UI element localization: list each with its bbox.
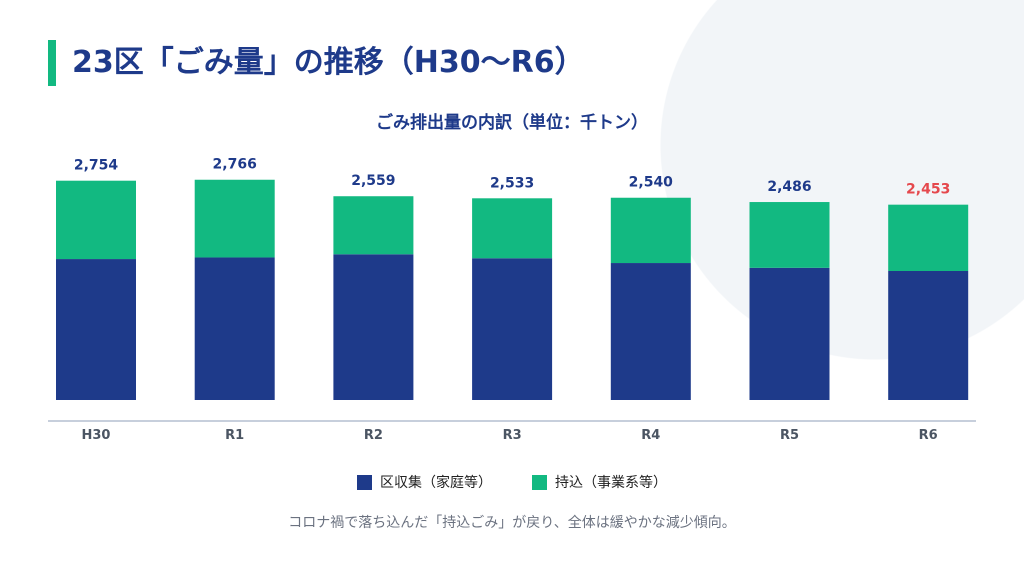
x-tick-label: R1: [225, 428, 244, 443]
legend-item-collected: 区収集（家庭等）: [357, 472, 492, 492]
legend-swatch-collected: [357, 474, 372, 490]
bar-collected: [194, 257, 275, 400]
bar-brought-in: [749, 202, 830, 268]
total-label: 2,559: [351, 173, 395, 189]
chart-title: ごみ排出量の内訳（単位：千トン）: [376, 113, 648, 133]
bar-collected: [472, 258, 553, 400]
total-label: 2,453: [906, 182, 950, 198]
bar-collected: [610, 263, 691, 400]
total-label: 2,766: [213, 157, 257, 173]
legend-item-brought-in: 持込（事業系等）: [532, 472, 667, 492]
legend-label: 持込（事業系等）: [555, 475, 667, 491]
x-tick-label: H30: [82, 428, 111, 443]
total-label: 2,540: [629, 175, 674, 191]
x-tick-label: R2: [364, 428, 383, 443]
bar-brought-in: [194, 179, 275, 258]
bar-brought-in: [888, 204, 969, 271]
total-label: 2,754: [74, 158, 119, 174]
x-tick-label: R5: [780, 428, 799, 443]
legend: 区収集（家庭等） 持込（事業系等）: [0, 472, 1024, 492]
total-label: 2,486: [767, 179, 811, 195]
bar-brought-in: [472, 198, 553, 259]
bar-collected: [749, 267, 830, 400]
bar-collected: [56, 259, 136, 400]
legend-swatch-brought-in: [532, 474, 547, 490]
page-title: 23区「ごみ量」の推移（H30〜R6）: [72, 45, 585, 80]
total-label: 2,533: [490, 175, 534, 191]
footnote: コロナ禍で落ち込んだ「持込ごみ」が戻り、全体は緩やかな減少傾向。: [288, 515, 736, 531]
bar-collected: [888, 271, 969, 400]
bar-collected: [333, 254, 414, 400]
bar-brought-in: [56, 180, 136, 260]
x-tick-label: R6: [919, 428, 938, 443]
bar-brought-in: [610, 197, 691, 264]
legend-label: 区収集（家庭等）: [380, 475, 492, 491]
x-tick-label: R4: [641, 428, 660, 443]
title-accent-bar: [48, 40, 56, 86]
x-tick-label: R3: [503, 428, 522, 443]
stacked-bar-chart: 2,754 H30 2,766 R1 2,559 R2 2,533 R3 2,540 R4 2,48…: [48, 157, 976, 443]
bar-brought-in: [333, 196, 414, 255]
